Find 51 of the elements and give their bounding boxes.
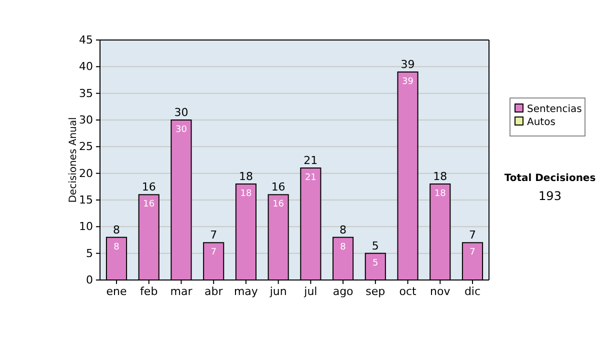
legend-label: Sentencias <box>527 104 582 115</box>
data-label: 18 <box>240 189 252 199</box>
data-label: 16 <box>143 200 155 210</box>
y-tick-label: 20 <box>79 166 93 180</box>
total-label: 7 <box>468 228 476 242</box>
x-tick-label: abr <box>204 284 224 298</box>
data-label: 7 <box>210 248 216 258</box>
total-label: 39 <box>400 58 415 71</box>
total-label: 18 <box>433 170 448 183</box>
x-tick-label: jun <box>268 284 287 298</box>
total-label: 30 <box>174 106 188 119</box>
x-tick-label: nov <box>430 284 451 298</box>
total-label: 8 <box>113 223 120 236</box>
y-tick-label: 0 <box>86 274 93 287</box>
x-tick-label: feb <box>140 284 158 298</box>
total-label: 16 <box>271 180 286 194</box>
y-tick-label: 35 <box>79 86 93 100</box>
data-label: 5 <box>372 258 378 268</box>
x-tick-label: oct <box>399 284 417 298</box>
y-tick-label: 10 <box>79 220 93 234</box>
x-tick-label: ago <box>332 284 354 298</box>
y-tick-label: 40 <box>79 60 93 74</box>
data-label: 16 <box>272 200 284 210</box>
y-tick-label: 15 <box>79 194 93 207</box>
text: Total Decisiones <box>504 173 596 184</box>
total-label: 5 <box>372 239 379 252</box>
y-tick-label: 25 <box>79 140 93 154</box>
data-label: 39 <box>402 77 414 87</box>
total-label: 18 <box>238 170 253 183</box>
y-tick-label: 30 <box>79 114 93 127</box>
total-label: 7 <box>210 228 218 242</box>
x-tick-label: jul <box>303 284 318 298</box>
data-label: 8 <box>114 242 120 252</box>
data-label: 18 <box>434 189 446 199</box>
total-label: 16 <box>142 180 156 194</box>
x-tick-label: mar <box>170 284 193 298</box>
data-label: 30 <box>176 125 188 135</box>
y-axis-title: Decisiones Anual <box>68 117 79 203</box>
legend-label: Autos <box>527 117 556 128</box>
data-label: 7 <box>470 248 476 258</box>
x-tick-label: dic <box>464 284 481 298</box>
text: 193 <box>538 189 562 203</box>
data-label: 8 <box>340 242 346 252</box>
x-tick-label: ene <box>106 284 127 298</box>
x-tick-label: may <box>234 284 258 298</box>
total-label: 21 <box>304 154 318 167</box>
data-label: 21 <box>304 173 316 183</box>
total-label: 8 <box>340 223 347 236</box>
y-tick-label: 45 <box>79 34 93 47</box>
x-tick-label: sep <box>366 284 386 298</box>
y-tick-label: 5 <box>86 246 93 260</box>
